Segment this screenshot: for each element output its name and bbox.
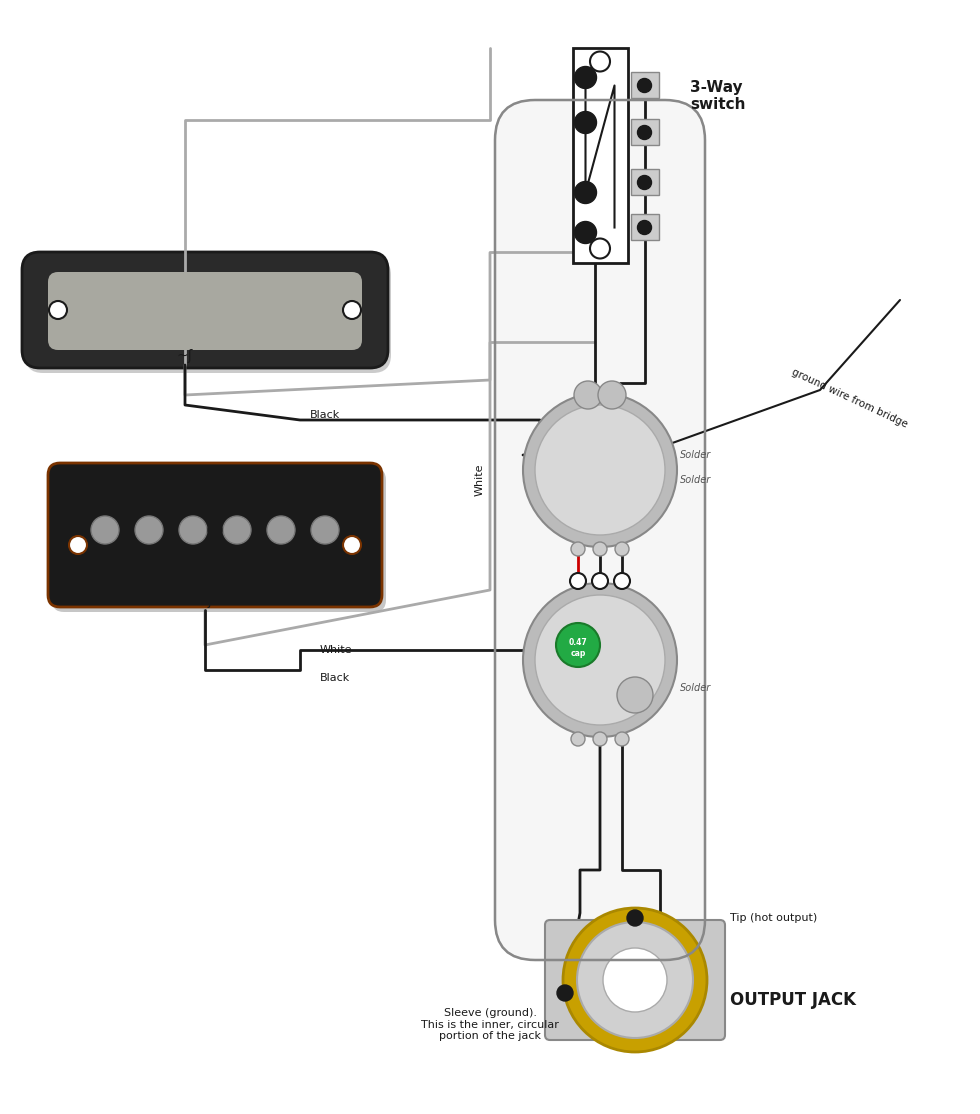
Circle shape <box>523 583 677 737</box>
Bar <box>630 214 659 240</box>
Circle shape <box>593 732 607 746</box>
Circle shape <box>69 536 87 554</box>
Circle shape <box>590 51 610 71</box>
Text: 3-Way
switch: 3-Way switch <box>690 80 746 113</box>
Circle shape <box>598 381 626 409</box>
Circle shape <box>615 732 629 746</box>
FancyBboxPatch shape <box>22 252 388 368</box>
Text: Solder: Solder <box>680 450 711 460</box>
Circle shape <box>267 516 295 544</box>
Circle shape <box>343 301 361 319</box>
Circle shape <box>603 948 667 1012</box>
Text: 0.47
cap: 0.47 cap <box>568 638 587 657</box>
Text: Solder: Solder <box>680 475 711 485</box>
FancyBboxPatch shape <box>495 100 705 960</box>
Circle shape <box>590 238 610 258</box>
Circle shape <box>638 176 652 189</box>
Bar <box>630 168 659 195</box>
Circle shape <box>574 67 597 88</box>
Text: ground wire from bridge: ground wire from bridge <box>790 368 909 430</box>
Bar <box>630 118 659 145</box>
FancyBboxPatch shape <box>52 468 386 612</box>
Circle shape <box>571 543 585 556</box>
FancyBboxPatch shape <box>545 920 725 1040</box>
Circle shape <box>592 573 608 589</box>
Text: Black: Black <box>310 410 340 420</box>
Circle shape <box>535 405 665 535</box>
Circle shape <box>179 516 207 544</box>
Circle shape <box>570 573 586 589</box>
Circle shape <box>557 985 573 1001</box>
Text: ~ʃ: ~ʃ <box>197 594 214 608</box>
Circle shape <box>577 922 693 1038</box>
Circle shape <box>135 516 163 544</box>
Circle shape <box>343 536 361 554</box>
Circle shape <box>615 543 629 556</box>
Circle shape <box>638 221 652 235</box>
Circle shape <box>593 543 607 556</box>
Bar <box>630 71 659 98</box>
FancyBboxPatch shape <box>48 272 362 350</box>
Text: Black: Black <box>320 673 350 683</box>
Text: White: White <box>475 463 485 496</box>
Circle shape <box>617 677 653 713</box>
Circle shape <box>523 393 677 547</box>
Circle shape <box>571 732 585 746</box>
Bar <box>572 48 627 263</box>
Circle shape <box>574 182 597 204</box>
Circle shape <box>614 573 630 589</box>
Circle shape <box>563 908 707 1052</box>
Circle shape <box>535 595 665 725</box>
Circle shape <box>574 111 597 134</box>
Circle shape <box>574 222 597 244</box>
Circle shape <box>627 910 643 926</box>
Circle shape <box>556 623 600 667</box>
Text: OUTPUT JACK: OUTPUT JACK <box>730 991 856 1009</box>
Text: ~ʃ: ~ʃ <box>176 349 193 363</box>
Circle shape <box>638 78 652 92</box>
Text: Tip (hot output): Tip (hot output) <box>730 913 817 924</box>
Circle shape <box>91 516 119 544</box>
Text: Sleeve (ground).
This is the inner, circular
portion of the jack: Sleeve (ground). This is the inner, circ… <box>421 1008 559 1042</box>
Circle shape <box>311 516 339 544</box>
FancyBboxPatch shape <box>25 257 391 373</box>
Circle shape <box>223 516 251 544</box>
Circle shape <box>49 301 67 319</box>
Circle shape <box>638 126 652 139</box>
FancyBboxPatch shape <box>48 463 382 607</box>
Circle shape <box>574 381 602 409</box>
Text: White: White <box>320 645 353 655</box>
Text: Solder: Solder <box>680 683 711 693</box>
Circle shape <box>208 522 222 537</box>
